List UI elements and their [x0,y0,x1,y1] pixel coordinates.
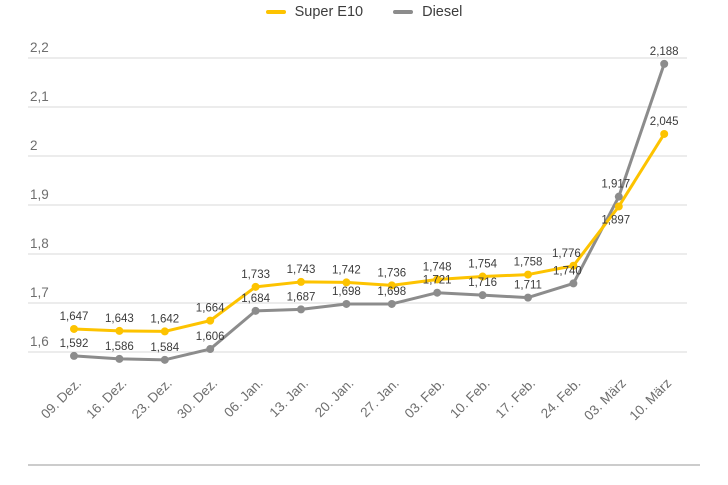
y-tick-label: 1,6 [30,334,49,349]
y-tick-label: 1,8 [30,236,49,251]
data-point [251,282,260,291]
chart-legend: Super E10 Diesel [0,4,728,20]
data-point-label: 1,647 [60,311,89,323]
diesel-line [72,62,666,362]
x-tick-label: 13. Jan. [267,376,312,421]
data-point [115,326,124,335]
data-point [206,316,215,325]
data-point [614,192,623,201]
data-point-label: 1,606 [196,331,225,343]
data-point-label: 1,736 [377,267,406,279]
y-tick-label: 1,9 [30,187,49,202]
data-point-label: 1,592 [60,338,89,350]
data-point [342,299,351,308]
data-point [569,279,578,288]
data-point [297,305,305,314]
data-point-label: 1,684 [241,293,270,305]
data-point [660,59,669,68]
x-tick-label: 10. März [627,375,675,423]
data-point-label: 1,664 [196,303,225,315]
data-point-label: 1,586 [105,341,134,353]
data-point-label: 2,045 [650,116,679,128]
data-point-label: 1,698 [332,286,361,298]
data-point [70,351,78,360]
data-point [569,261,578,270]
data-point [387,281,396,290]
bottom-divider [28,464,700,466]
x-tick-label: 24. Feb. [538,376,584,422]
legend-item-diesel: Diesel [393,4,462,20]
data-point [478,272,487,281]
y-tick-label: 1,7 [30,285,49,300]
x-tick-label: 16. Dez. [83,376,129,422]
data-point-label: 1,733 [241,269,270,281]
data-point-label: 1,740 [553,265,582,277]
data-point-label: 1,743 [287,264,316,276]
x-tick-label: 03. März [581,375,629,423]
y-tick-label: 2,2 [30,40,49,55]
data-point [524,293,532,302]
data-point [251,306,260,315]
y-tick-label: 2 [30,138,38,153]
x-tick-label: 23. Dez. [129,376,175,422]
data-point-label: 1,776 [552,248,581,260]
x-tick-label: 30. Dez. [174,376,220,422]
data-point [206,345,215,354]
data-point-label: 1,698 [377,286,406,298]
data-point-label: 1,584 [150,342,179,354]
data-point [614,202,623,211]
super-e10-line [72,132,666,333]
data-point-label: 1,643 [105,313,134,325]
data-point [342,278,351,287]
data-point [115,354,124,363]
data-point [70,324,78,333]
x-tick-label: 06. Jan. [221,376,266,421]
legend-item-super-e10: Super E10 [265,4,364,20]
data-point-label: 1,711 [514,280,542,292]
data-point-label: 1,758 [514,257,543,269]
x-tick-label: 10. Feb. [447,376,493,422]
data-point-label: 1,742 [332,264,361,276]
data-point-label: 1,721 [423,275,452,287]
data-point-label: 1,748 [423,261,452,273]
data-point-label: 1,754 [468,259,497,271]
legend-label-super-e10: Super E10 [294,4,364,20]
legend-label-diesel: Diesel [422,4,463,20]
data-point [433,288,442,297]
y-tick-label: 2,1 [30,89,49,104]
x-tick-label: 17. Feb. [492,376,538,422]
data-point-label: 1,642 [150,313,179,325]
data-point-label: 1,716 [468,277,497,289]
x-tick-label: 09. Dez. [38,376,84,422]
data-point-label: 1,917 [601,179,630,191]
data-point [433,275,442,284]
data-point [660,129,669,138]
data-point [387,299,396,308]
data-point [160,355,169,364]
data-point [478,291,487,300]
data-point [297,277,305,286]
data-point-label: 2,188 [650,46,679,58]
x-tick-label: 03. Feb. [402,376,448,422]
x-tick-label: 20. Jan. [312,376,357,421]
data-point-label: 1,687 [287,291,316,303]
x-tick-label: 27. Jan. [357,376,402,421]
data-point-label: 1,897 [601,214,630,226]
data-point [160,327,169,336]
diesel-line-swatch-icon [393,10,414,14]
super-e10-line-swatch-icon [265,10,286,14]
data-point [524,270,532,279]
